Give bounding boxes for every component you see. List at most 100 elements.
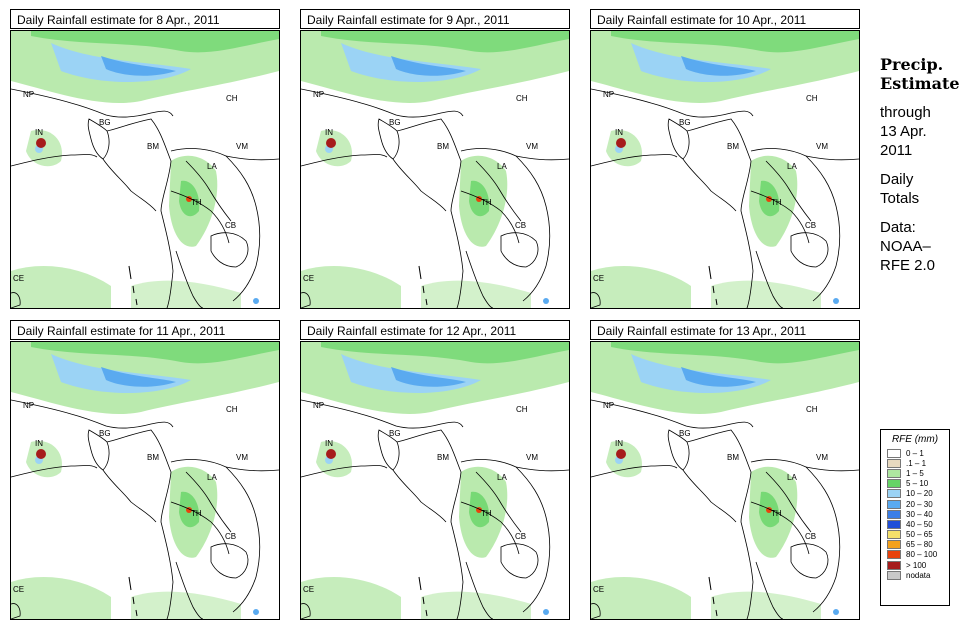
- legend-swatch: [887, 540, 901, 550]
- legend-swatch: [887, 560, 901, 570]
- legend-item: 65 – 80: [887, 540, 949, 550]
- panel-map: NP CH IN BG BM VM LA TH CB CE: [10, 341, 280, 620]
- legend-swatch: [887, 499, 901, 509]
- legend-item: 0 – 1: [887, 448, 949, 458]
- legend-swatch: [887, 479, 901, 489]
- label-in: IN: [325, 439, 333, 448]
- legend-label: 5 – 10: [906, 479, 929, 489]
- legend-item: 40 – 50: [887, 519, 949, 529]
- label-th: TH: [771, 198, 782, 207]
- label-vm: VM: [816, 453, 828, 462]
- label-ch: CH: [806, 405, 818, 414]
- panel-map: NP CH IN BG BM VM LA TH CB CE: [10, 30, 280, 309]
- legend-label: .1 – 1: [906, 458, 927, 468]
- title-line1: Precip.: [880, 55, 944, 74]
- country-borders: [591, 88, 859, 308]
- label-cb: CB: [515, 221, 526, 230]
- legend-label: 65 – 80: [906, 540, 933, 550]
- panel-title: Daily Rainfall estimate for 11 Apr., 201…: [10, 320, 280, 340]
- legend-swatch: [887, 458, 901, 468]
- rainfall-overlay: [301, 31, 569, 308]
- label-vm: VM: [526, 142, 538, 151]
- country-borders: [591, 399, 859, 619]
- info-sidebar: Precip. Estimate through 13 Apr. 2011 Da…: [880, 55, 965, 275]
- country-labels: NP CH IN BG BM VM LA TH CB CE: [303, 401, 538, 594]
- title-line2: Estimate: [880, 74, 960, 93]
- label-np: NP: [23, 401, 34, 410]
- label-la: LA: [207, 473, 217, 482]
- label-bm: BM: [437, 142, 449, 151]
- legend-label: 30 – 40: [906, 509, 933, 519]
- legend-item: 50 – 65: [887, 530, 949, 540]
- label-np: NP: [603, 401, 614, 410]
- label-bg: BG: [679, 118, 691, 127]
- label-np: NP: [23, 90, 34, 99]
- map-svg: NP CH IN BG BM VM LA TH CB CE: [301, 342, 569, 619]
- legend-item: 1 – 5: [887, 468, 949, 478]
- label-vm: VM: [236, 142, 248, 151]
- legend-swatch: [887, 530, 901, 540]
- label-ch: CH: [516, 405, 528, 414]
- label-la: LA: [787, 162, 797, 171]
- map-svg: NP CH IN BG BM VM LA TH CB CE: [11, 342, 279, 619]
- label-bg: BG: [679, 429, 691, 438]
- legend-swatch: [887, 448, 901, 458]
- rainfall-overlay: [11, 342, 279, 619]
- panel-map: NP CH IN BG BM VM LA TH CB CE: [590, 30, 860, 309]
- rainfall-overlay: [301, 342, 569, 619]
- label-ce: CE: [593, 274, 604, 283]
- end-date-line1: 13 Apr.: [880, 123, 927, 140]
- legend-swatch: [887, 570, 901, 580]
- panel-title: Daily Rainfall estimate for 12 Apr., 201…: [300, 320, 570, 340]
- legend-title: RFE (mm): [891, 434, 939, 445]
- rainfall-panel-1: Daily Rainfall estimate for 8 Apr., 2011: [10, 9, 280, 309]
- label-bm: BM: [147, 453, 159, 462]
- label-la: LA: [787, 473, 797, 482]
- label-cb: CB: [225, 221, 236, 230]
- label-ch: CH: [226, 405, 238, 414]
- panel-title: Daily Rainfall estimate for 10 Apr., 201…: [590, 9, 860, 29]
- legend-item: 20 – 30: [887, 499, 949, 509]
- label-cb: CB: [225, 532, 236, 541]
- panel-map: NP CH IN BG BM VM LA TH CB CE: [590, 341, 860, 620]
- label-ce: CE: [13, 585, 24, 594]
- rainfall-overlay: [591, 31, 859, 308]
- label-ch: CH: [806, 94, 818, 103]
- rainfall-panel-2: Daily Rainfall estimate for 9 Apr., 2011: [300, 9, 570, 309]
- map-svg: NP CH IN BG BM VM LA TH CB CE: [11, 31, 279, 308]
- label-ce: CE: [593, 585, 604, 594]
- panel-title: Daily Rainfall estimate for 8 Apr., 2011: [10, 9, 280, 29]
- label-in: IN: [615, 439, 623, 448]
- panel-title: Daily Rainfall estimate for 13 Apr., 201…: [590, 320, 860, 340]
- label-ce: CE: [303, 274, 314, 283]
- label-ce: CE: [13, 274, 24, 283]
- label-in: IN: [615, 128, 623, 137]
- rainfall-panel-3: Daily Rainfall estimate for 10 Apr., 201…: [590, 9, 860, 309]
- country-borders: [301, 88, 569, 308]
- legend-item: 30 – 40: [887, 509, 949, 519]
- label-in: IN: [35, 128, 43, 137]
- label-bg: BG: [389, 118, 401, 127]
- label-la: LA: [497, 162, 507, 171]
- data-line2: NOAA–: [880, 238, 931, 255]
- country-labels: NP CH IN BG BM VM LA TH CB CE: [13, 401, 248, 594]
- panel-title: Daily Rainfall estimate for 9 Apr., 2011: [300, 9, 570, 29]
- legend-item: 10 – 20: [887, 489, 949, 499]
- label-bm: BM: [147, 142, 159, 151]
- legend-item: 80 – 100: [887, 550, 949, 560]
- label-cb: CB: [515, 532, 526, 541]
- label-la: LA: [497, 473, 507, 482]
- label-vm: VM: [236, 453, 248, 462]
- label-bg: BG: [389, 429, 401, 438]
- label-th: TH: [191, 198, 202, 207]
- label-cb: CB: [805, 221, 816, 230]
- daily-line1: Daily: [880, 171, 914, 188]
- map-svg: NP CH IN BG BM VM LA TH CB CE: [591, 342, 859, 619]
- legend-swatch: [887, 468, 901, 478]
- country-labels: NP CH IN BG BM VM LA TH CB CE: [593, 90, 828, 283]
- rainfall-panel-4: Daily Rainfall estimate for 11 Apr., 201…: [10, 320, 280, 620]
- rainfall-overlay: [11, 31, 279, 308]
- legend-label: 50 – 65: [906, 530, 933, 540]
- country-labels: NP CH IN BG BM VM LA TH CB CE: [593, 401, 828, 594]
